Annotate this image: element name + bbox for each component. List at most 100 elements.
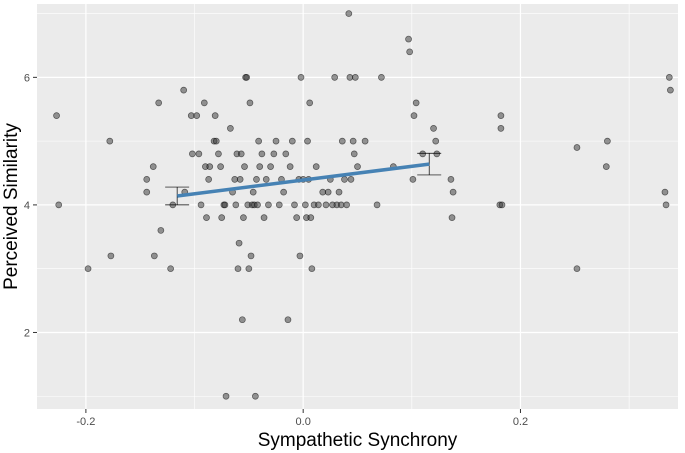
data-point [288, 137, 296, 145]
data-point [143, 176, 151, 183]
data-point [252, 392, 259, 400]
data-point [497, 112, 505, 119]
data-point [602, 163, 610, 170]
data-point [308, 265, 316, 273]
data-point [262, 176, 270, 183]
data-point [331, 73, 339, 81]
data-point [180, 86, 188, 94]
data-point [430, 125, 437, 132]
data-point [272, 137, 280, 145]
y-tick-label: 4 [24, 200, 30, 212]
data-point [155, 99, 163, 107]
data-point [143, 188, 151, 196]
data-point [243, 73, 251, 81]
data-point [221, 201, 229, 209]
data-point [373, 201, 381, 209]
data-point [291, 201, 298, 209]
data-point [267, 163, 274, 170]
plot-panel [37, 4, 678, 409]
data-point [237, 150, 245, 158]
data-point [232, 201, 240, 209]
data-point [246, 99, 254, 107]
data-point [193, 112, 201, 119]
data-point [211, 112, 219, 119]
data-point [432, 137, 440, 145]
data-point [662, 201, 670, 209]
data-point [189, 150, 196, 158]
data-point [241, 163, 248, 170]
data-point [254, 201, 261, 209]
data-point [324, 188, 332, 196]
data-point [335, 188, 343, 196]
data-point [350, 150, 358, 158]
data-point [412, 99, 420, 107]
data-point [345, 10, 353, 17]
data-point [245, 265, 253, 273]
data-point [236, 176, 244, 183]
data-point [270, 150, 278, 158]
data-point [215, 150, 222, 158]
data-point [195, 150, 203, 158]
data-point [604, 137, 611, 145]
data-point [212, 137, 220, 145]
data-point [338, 137, 346, 145]
data-point [55, 201, 63, 209]
data-point [297, 73, 305, 81]
data-point [349, 137, 357, 145]
data-point [306, 99, 314, 107]
data-point [205, 176, 213, 183]
x-axis-ticks: -0.2 0.0 0.2 [76, 409, 528, 428]
data-point [341, 176, 348, 183]
error-bars [165, 152, 442, 206]
data-point [167, 265, 174, 273]
x-axis-title: Sympathetic Synchrony [258, 430, 458, 451]
data-point [84, 265, 92, 273]
data-point [203, 214, 210, 222]
data-point [296, 252, 304, 260]
data-point [343, 201, 350, 209]
data-point [354, 163, 361, 170]
data-point [218, 214, 226, 222]
data-point [665, 73, 673, 81]
data-point [661, 188, 669, 196]
data-point [347, 176, 355, 183]
data-point [361, 137, 369, 145]
data-point [667, 86, 674, 94]
data-point [258, 150, 266, 158]
grid-minor [37, 4, 678, 409]
data-point [149, 163, 157, 170]
data-point [235, 239, 243, 247]
data-point [240, 214, 247, 222]
data-point [448, 214, 456, 222]
y-axis-ticks: 2 4 6 [24, 72, 37, 339]
data-point [280, 188, 287, 196]
data-point [498, 201, 506, 209]
data-point [206, 163, 214, 170]
data-point [275, 201, 283, 209]
data-point [410, 112, 418, 119]
data-point [238, 316, 246, 324]
data-point [260, 214, 268, 222]
data-point [293, 214, 301, 222]
data-point [249, 188, 257, 196]
data-point [312, 163, 320, 170]
data-point [197, 201, 205, 209]
data-point [286, 163, 294, 170]
x-tick-label: 0.0 [296, 416, 311, 428]
data-point [419, 150, 427, 158]
data-point [107, 252, 115, 260]
data-point [265, 201, 272, 209]
data-point [378, 73, 385, 81]
data-point [315, 201, 322, 209]
data-point [573, 265, 581, 273]
data-point [53, 112, 60, 119]
data-point [234, 265, 242, 273]
data-point [253, 176, 260, 183]
data-point [255, 137, 262, 145]
x-tick-label: 0.2 [513, 416, 528, 428]
data-point [449, 188, 457, 196]
data-point [433, 150, 441, 158]
data-point [284, 316, 292, 324]
data-point [351, 73, 359, 81]
